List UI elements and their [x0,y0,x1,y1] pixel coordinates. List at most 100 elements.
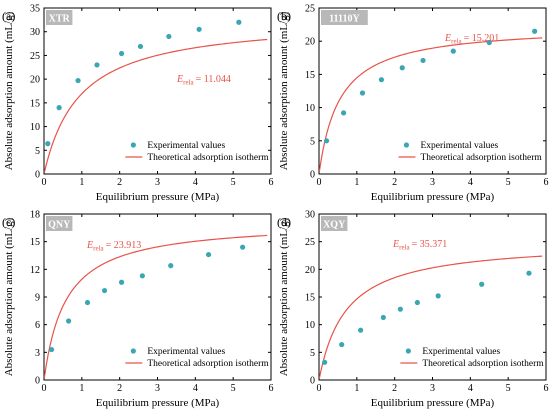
sample-tag-label: QNY [48,220,71,231]
experimental-point [339,341,345,348]
experimental-point [399,65,405,71]
x-tick-label: 2 [392,383,397,394]
erela-subscript: rela [399,244,410,252]
experimental-point [378,77,385,83]
y-tick-label: 5 [310,136,315,147]
sample-tag-label: XTR [49,14,71,25]
x-tick-label: 4 [193,177,198,188]
x-tick-label: 6 [269,383,274,394]
y-tick-label: 15 [305,70,315,81]
x-tick-label: 0 [317,177,322,188]
chart-panel-1: 0 1 2 3 4 5 6 0 5 10 15 20 25 30 35 Equilibrium pressur… [2,4,274,204]
x-tick-label: 0 [42,177,47,188]
x-tick-label: 4 [468,177,473,188]
experimental-point [532,28,538,34]
y-tick-label: 10 [305,103,315,114]
experimental-point [359,90,366,96]
experimental-point [420,57,426,64]
erela-annotation: Erela = 23.913 [86,240,141,253]
x-tick-label: 2 [392,177,397,188]
legend-label-isotherm: Theoretical adsorption isotherm [147,153,269,163]
legend-label-experimental: Experimental values [422,347,500,357]
x-tick-label: 4 [193,383,198,394]
x-tick-label: 3 [430,177,435,188]
experimental-point [139,273,145,279]
y-axis-title: Absolute adsorption amount (mL/g) [278,11,290,170]
isotherm-curve [43,234,268,378]
experimental-point [65,318,72,324]
chart-panel-4: 0 1 2 3 4 5 6 0 5 10 15 20 25 30 Equilibrium pressure … [277,210,549,410]
erela-value: = 35.371 [412,239,448,250]
experimental-point [450,48,456,54]
erela-symbol: E [86,240,93,251]
x-tick-label: 5 [506,177,511,188]
y-tick-label: 25 [305,4,315,15]
y-tick-label: 20 [305,37,315,48]
experimental-point [380,314,386,321]
experimental-point [435,293,441,299]
y-tick-label: 30 [30,27,40,38]
x-tick-label: 6 [544,383,549,394]
x-tick-label: 1 [354,383,359,394]
experimental-point [118,50,125,57]
erela-symbol: E [392,239,399,250]
y-tick-label: 9 [35,293,40,304]
experimental-point [323,138,330,144]
experimental-point [56,105,62,111]
chart-panel-2: 0 1 2 3 4 5 6 0 5 10 15 20 25 Equilibrium pressure (M… [277,4,549,204]
y-tick-label: 18 [30,210,40,221]
x-tick-label: 6 [269,177,274,188]
x-tick-label: 2 [117,383,122,394]
sample-tag-label: 11110Y [329,14,360,25]
panel-letter: (c) [2,215,15,229]
y-tick-label: 0 [35,170,40,181]
experimental-point [101,287,108,294]
erela-annotation: Erela = 15.201 [444,33,499,46]
y-tick-label: 25 [30,51,40,62]
erela-value: = 11.044 [196,74,231,85]
x-axis-title: Equilibrium pressure (MPa) [96,191,220,203]
sample-tag-box [321,10,368,25]
x-tick-label: 4 [468,383,473,394]
erela-subscript: rela [451,38,462,46]
experimental-point [358,327,364,333]
panel-letter: (d) [277,215,291,229]
experimental-point [526,270,532,276]
legend-label-experimental: Experimental values [147,347,225,357]
y-tick-label: 6 [35,320,40,331]
isotherm-curve [43,38,268,173]
isotherm-curve [318,37,543,172]
experimental-point [118,279,125,285]
experimental-point [414,299,420,306]
y-tick-label: 10 [305,320,315,331]
erela-symbol: E [176,74,183,85]
experimental-point [137,43,144,50]
y-tick-label: 20 [305,265,315,276]
experimental-point [340,110,347,116]
experimental-point [166,33,172,40]
x-tick-label: 1 [79,383,84,394]
x-tick-label: 0 [317,383,322,394]
y-tick-label: 15 [30,98,40,109]
erela-value: = 15.201 [464,33,500,44]
x-tick-label: 0 [42,383,47,394]
y-tick-label: 5 [310,348,315,359]
experimental-point [205,251,212,258]
y-tick-label: 35 [30,4,40,15]
x-tick-label: 3 [155,177,160,188]
legend-label-experimental: Experimental values [147,141,225,151]
erela-subscript: rela [93,245,104,253]
y-tick-label: 10 [30,122,40,133]
legend-label-isotherm: Theoretical adsorption isotherm [420,153,542,163]
y-tick-label: 15 [305,293,315,304]
x-tick-label: 5 [231,383,236,394]
y-tick-label: 20 [30,75,40,86]
experimental-point [240,244,246,250]
isotherm-curve [318,255,543,379]
sample-tag-label: XQY [323,220,346,231]
y-axis-title: Absolute adsorption amount (mL/g) [3,11,15,170]
experimental-point [168,263,174,269]
legend-label-experimental: Experimental values [420,141,498,151]
